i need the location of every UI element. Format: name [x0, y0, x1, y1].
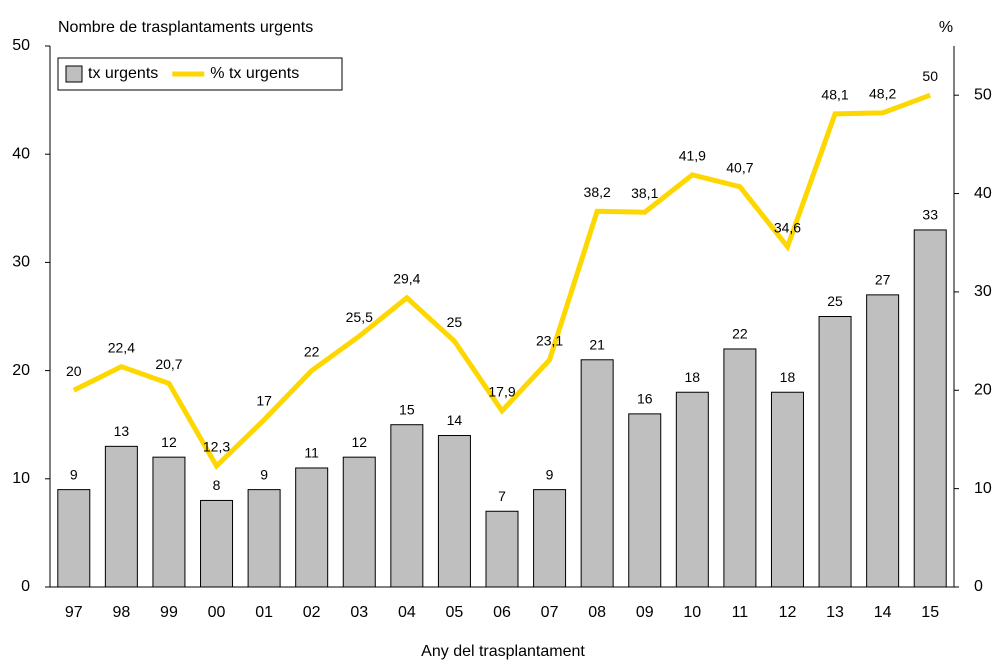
bar-label: 33 — [922, 207, 938, 223]
bar — [437, 435, 471, 588]
y2-tick-label: 0 — [974, 578, 983, 595]
bar — [818, 316, 852, 588]
line-label: 25,5 — [346, 309, 373, 325]
line-label: 38,1 — [631, 185, 658, 201]
x-tick-label: 10 — [683, 604, 701, 621]
bar — [675, 391, 709, 588]
bar — [247, 489, 281, 588]
y-tick-label: 40 — [12, 145, 30, 162]
x-tick-label: 12 — [779, 604, 797, 621]
bar-label: 18 — [780, 369, 796, 385]
bar — [104, 445, 138, 588]
x-tick-label: 14 — [874, 604, 892, 621]
x-tick-label: 97 — [65, 604, 83, 621]
x-tick-label: 09 — [636, 604, 654, 621]
line-label: 20,7 — [155, 356, 182, 372]
line-label: 17,9 — [488, 384, 515, 400]
line-label: 48,1 — [821, 87, 848, 103]
bar-label: 18 — [685, 369, 701, 385]
y2-tick-label: 40 — [974, 185, 992, 202]
x-tick-label: 05 — [446, 604, 464, 621]
bar-label: 27 — [875, 272, 891, 288]
line-label: 22 — [304, 343, 320, 359]
y2-tick-label: 30 — [974, 283, 992, 300]
x-tick-label: 98 — [112, 604, 130, 621]
bar-label: 12 — [161, 434, 177, 450]
bar-label: 7 — [498, 488, 506, 504]
y-tick-label: 0 — [21, 578, 30, 595]
bar — [866, 294, 900, 588]
bar-label: 15 — [399, 401, 415, 417]
line-label: 22,4 — [108, 339, 135, 355]
line-label: 50 — [922, 68, 938, 84]
bar-label: 12 — [351, 434, 367, 450]
bar — [628, 413, 662, 588]
x-tick-label: 07 — [541, 604, 559, 621]
bar-label: 14 — [447, 412, 463, 428]
y-tick-label: 20 — [12, 362, 30, 379]
x-tick-label: 03 — [350, 604, 368, 621]
bar-label: 9 — [260, 466, 268, 482]
line-label: 34,6 — [774, 219, 801, 235]
y2-tick-label: 20 — [974, 381, 992, 398]
bar — [580, 359, 614, 588]
y-tick-label: 10 — [12, 470, 30, 487]
x-tick-label: 08 — [588, 604, 606, 621]
bar-label: 16 — [637, 391, 653, 407]
bar-label: 9 — [546, 466, 554, 482]
bar-label: 8 — [213, 477, 221, 493]
legend-label: % tx urgents — [210, 65, 299, 82]
bar-label: 11 — [304, 445, 319, 461]
line-label: 25 — [447, 314, 463, 330]
x-tick-label: 13 — [826, 604, 844, 621]
line-label: 41,9 — [679, 148, 706, 164]
line-label: 29,4 — [393, 271, 420, 287]
bar — [200, 499, 234, 588]
bar — [533, 489, 567, 588]
x-axis-title: Any del trasplantament — [421, 643, 585, 660]
x-tick-label: 06 — [493, 604, 511, 621]
legend-swatch — [65, 65, 83, 83]
x-tick-label: 15 — [921, 604, 939, 621]
line-label: 12,3 — [203, 439, 230, 455]
x-tick-label: 11 — [732, 604, 749, 621]
bar — [770, 391, 804, 588]
line-label: 40,7 — [726, 159, 753, 175]
bar-label: 13 — [114, 423, 130, 439]
bar-label: 21 — [589, 336, 605, 352]
line-label: 23,1 — [536, 332, 563, 348]
bar — [342, 456, 376, 588]
x-tick-label: 04 — [398, 604, 416, 621]
bar — [485, 510, 519, 588]
x-tick-label: 99 — [160, 604, 178, 621]
line-label: 17 — [256, 392, 272, 408]
line-label: 48,2 — [869, 86, 896, 102]
line-label: 38,2 — [584, 184, 611, 200]
y-tick-label: 30 — [12, 254, 30, 271]
y2-axis-title: % — [939, 19, 953, 36]
y-tick-label: 50 — [12, 37, 30, 54]
bar — [57, 489, 91, 588]
line — [72, 92, 932, 471]
x-tick-label: 00 — [208, 604, 226, 621]
y-axis-title: Nombre de trasplantaments urgents — [58, 19, 313, 36]
line-label: 20 — [66, 363, 82, 379]
bar-label: 25 — [827, 293, 843, 309]
bar-label: 22 — [732, 326, 748, 342]
x-tick-label: 02 — [303, 604, 321, 621]
bar — [913, 229, 947, 588]
legend-label: tx urgents — [88, 65, 158, 82]
y2-tick-label: 50 — [974, 86, 992, 103]
bar — [295, 467, 329, 588]
y2-tick-label: 10 — [974, 480, 992, 497]
bar — [723, 348, 757, 588]
bar — [152, 456, 186, 588]
bar — [390, 424, 424, 588]
x-tick-label: 01 — [255, 604, 273, 621]
bar-label: 9 — [70, 466, 78, 482]
